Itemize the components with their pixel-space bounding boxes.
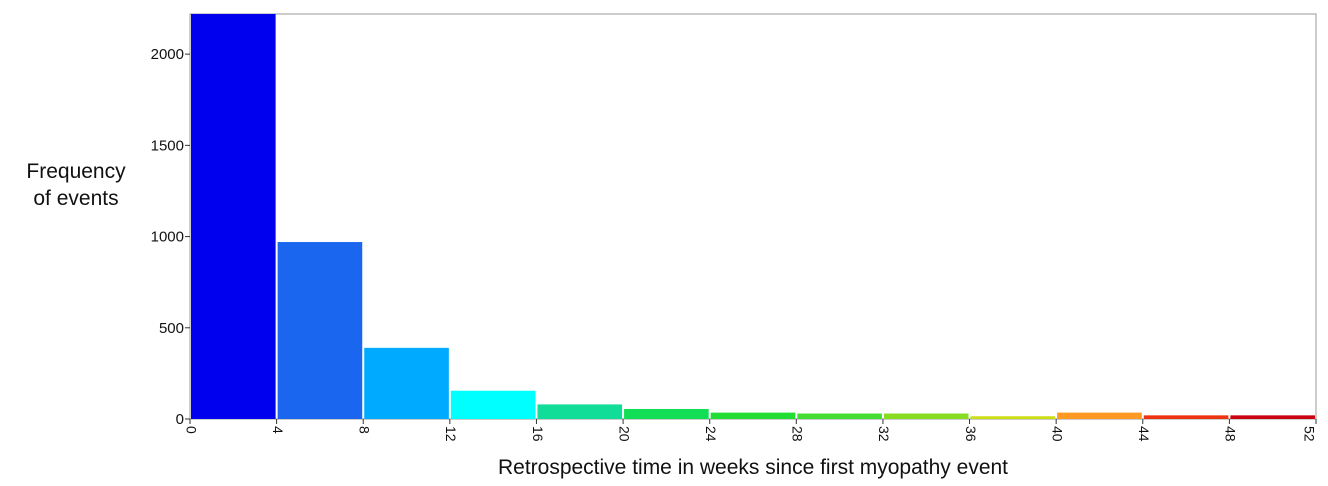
x-tick-label: 16 bbox=[530, 426, 546, 442]
bar-20-24 bbox=[624, 408, 709, 419]
bar-16-20 bbox=[537, 404, 623, 419]
bar-44-48 bbox=[1143, 415, 1229, 419]
y-tick-label: 2000 bbox=[151, 46, 184, 63]
x-tick-label: 24 bbox=[703, 426, 719, 442]
y-axis-label: Frequency of events bbox=[6, 158, 146, 212]
x-tick-label: 12 bbox=[443, 426, 459, 442]
bar-4-8 bbox=[277, 242, 363, 419]
bar-24-28 bbox=[710, 412, 796, 419]
bar-28-32 bbox=[797, 413, 882, 419]
x-tick-label: 36 bbox=[963, 426, 979, 442]
y-axis-label-line-2: of events bbox=[33, 187, 119, 210]
bar-48-52 bbox=[1230, 415, 1315, 419]
y-tick-label: 1500 bbox=[151, 137, 184, 154]
bar-8-12 bbox=[364, 347, 449, 419]
x-tick-label: 8 bbox=[357, 426, 373, 434]
x-axis-label: Retrospective time in weeks since first … bbox=[497, 456, 1009, 479]
bar-32-36 bbox=[883, 413, 969, 419]
y-axis: 0 500 1000 1500 2000 bbox=[151, 46, 190, 428]
y-tick-label: 0 bbox=[176, 411, 184, 428]
x-axis: 0 4 8 12 16 20 24 28 32 36 40 44 48 52 bbox=[183, 419, 1317, 442]
x-tick-label: 44 bbox=[1136, 426, 1152, 442]
y-axis-label-line-1: Frequency bbox=[26, 160, 126, 183]
y-tick-label: 1000 bbox=[151, 229, 184, 246]
bar-0-4 bbox=[191, 14, 276, 419]
bar-12-16 bbox=[450, 390, 536, 419]
bar-40-44 bbox=[1057, 412, 1142, 419]
x-tick-label: 4 bbox=[270, 426, 286, 434]
x-tick-label: 28 bbox=[790, 426, 806, 442]
x-tick-label: 0 bbox=[183, 426, 199, 434]
x-tick-label: 40 bbox=[1049, 426, 1065, 442]
x-tick-label: 52 bbox=[1301, 426, 1317, 442]
x-tick-label: 32 bbox=[876, 426, 892, 442]
bars-group bbox=[191, 14, 1315, 419]
x-tick-label: 20 bbox=[616, 426, 632, 442]
bar-36-40 bbox=[970, 416, 1056, 419]
x-tick-label: 48 bbox=[1223, 426, 1239, 442]
y-tick-label: 500 bbox=[159, 320, 184, 337]
